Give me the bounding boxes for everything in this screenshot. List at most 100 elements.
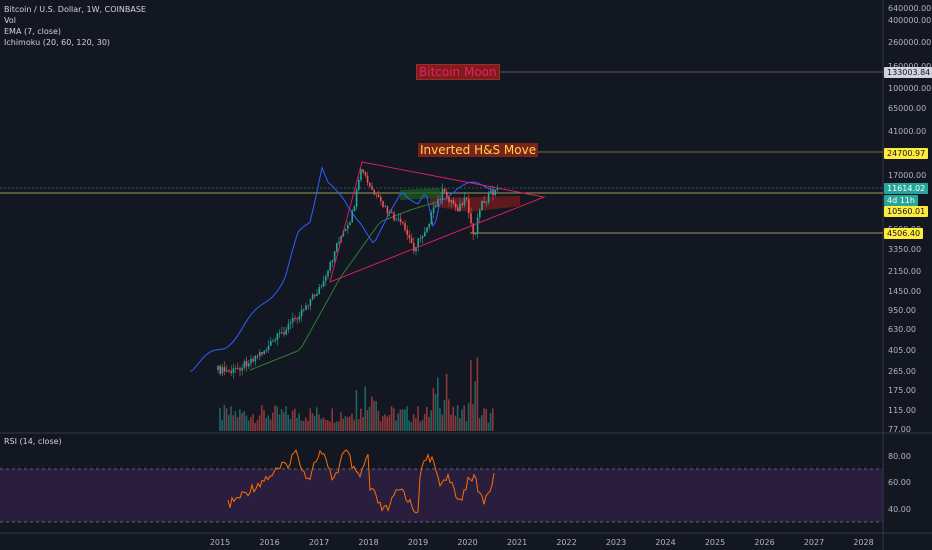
volume-bar [338, 421, 340, 431]
volume-bar [307, 420, 309, 431]
rsi-legend: RSI (14, close) [4, 437, 62, 446]
volume-bar [324, 419, 327, 431]
volume-bar [384, 414, 386, 431]
candle-body [309, 299, 312, 306]
candle-body [230, 371, 232, 373]
volume-bar [463, 405, 465, 431]
candle-body [397, 218, 400, 220]
candle-body [457, 207, 459, 212]
candle-body [369, 182, 371, 187]
candle-body [404, 223, 406, 230]
volume-bar [256, 420, 259, 431]
candle-body [496, 188, 499, 191]
volume-bar [360, 408, 362, 431]
candle-body [388, 211, 391, 214]
volume-bar [316, 407, 318, 431]
candle-body [219, 366, 221, 374]
volume-bar [379, 421, 382, 431]
year-tick: 2015 [209, 538, 231, 547]
volume-bar [492, 408, 494, 431]
volume-bar [225, 408, 228, 431]
candle-body [391, 211, 393, 213]
year-tick: 2023 [605, 538, 627, 547]
candle-body [292, 318, 294, 323]
candle-body [463, 197, 466, 205]
candle-body [226, 370, 228, 372]
volume-bar [258, 415, 261, 431]
candle-body [316, 293, 318, 296]
volume-bar [485, 409, 487, 431]
volume-bar [346, 417, 349, 431]
neckline-price-label: 10560.01 [884, 206, 929, 217]
volume-bar [219, 408, 221, 431]
volume-bar [410, 421, 413, 431]
volume-bar [283, 412, 285, 431]
price-tick: 2150.00 [888, 267, 922, 276]
volume-bar [390, 406, 393, 431]
volume-bar [421, 420, 424, 431]
volume-bar [439, 407, 441, 431]
volume-bar [263, 409, 265, 431]
candle-body [476, 217, 479, 234]
candle-body [373, 189, 375, 195]
price-tick: 1450.00 [888, 287, 922, 296]
candle-body [338, 241, 340, 244]
price-tick: 100000.00 [888, 84, 932, 93]
candle-body [439, 199, 441, 200]
inverted-hs-annotation[interactable]: Inverted H&S Move [418, 143, 539, 157]
candle-body [221, 367, 224, 374]
candle-body [432, 207, 435, 213]
candle-body [274, 339, 276, 341]
candle-body [360, 169, 362, 180]
year-tick: 2020 [457, 538, 478, 547]
candle-body [353, 206, 356, 212]
volume-bar [357, 418, 360, 431]
volume-bar [234, 411, 237, 431]
volume-bar [302, 420, 305, 431]
price-tick: 260000.00 [888, 38, 932, 47]
candle-body [281, 332, 283, 334]
volume-bar [406, 406, 408, 431]
candle-body [265, 349, 268, 351]
volume-bar [305, 417, 307, 431]
candle-body [386, 206, 389, 214]
rsi-tick: 40.00 [888, 505, 911, 514]
candle-body [441, 189, 444, 200]
volume-bar [318, 414, 320, 431]
moon-annotation[interactable]: Bitcoin Moon [416, 64, 500, 80]
candle-body [248, 363, 250, 367]
rsi-panel [0, 449, 883, 523]
price-tick: 640000.00 [888, 4, 932, 13]
volume-bar [399, 409, 402, 431]
candle-body [331, 260, 334, 263]
year-tick: 2018 [358, 538, 379, 547]
ichimoku-legend: Ichimoku (20, 60, 120, 30) [4, 38, 111, 47]
year-tick: 2021 [506, 538, 528, 547]
candle-body [358, 179, 360, 190]
volume-bar [274, 405, 276, 431]
volume-bar [393, 408, 395, 431]
candle-body [487, 193, 490, 203]
candle-body [465, 197, 468, 200]
volume-bar [344, 416, 347, 431]
volume-bar [243, 411, 245, 431]
candle-body [395, 219, 397, 221]
candle-body [272, 340, 274, 342]
volume-bar [230, 406, 232, 431]
volume-bar [247, 420, 250, 431]
price-tick: 77.00 [888, 425, 911, 434]
candle-body [252, 358, 254, 362]
volume-bar [408, 420, 410, 431]
target-price-label: 133003.84 [884, 67, 932, 78]
year-tick: 2028 [853, 538, 874, 547]
candle-body [320, 286, 323, 288]
candle-body [261, 352, 263, 355]
candle-body [448, 196, 450, 203]
price-tick: 400000.00 [888, 16, 932, 25]
candle-body [413, 242, 415, 252]
candle-body [285, 329, 287, 335]
candle-body [232, 368, 235, 373]
candle-body [311, 294, 314, 300]
volume-bar [320, 418, 322, 431]
